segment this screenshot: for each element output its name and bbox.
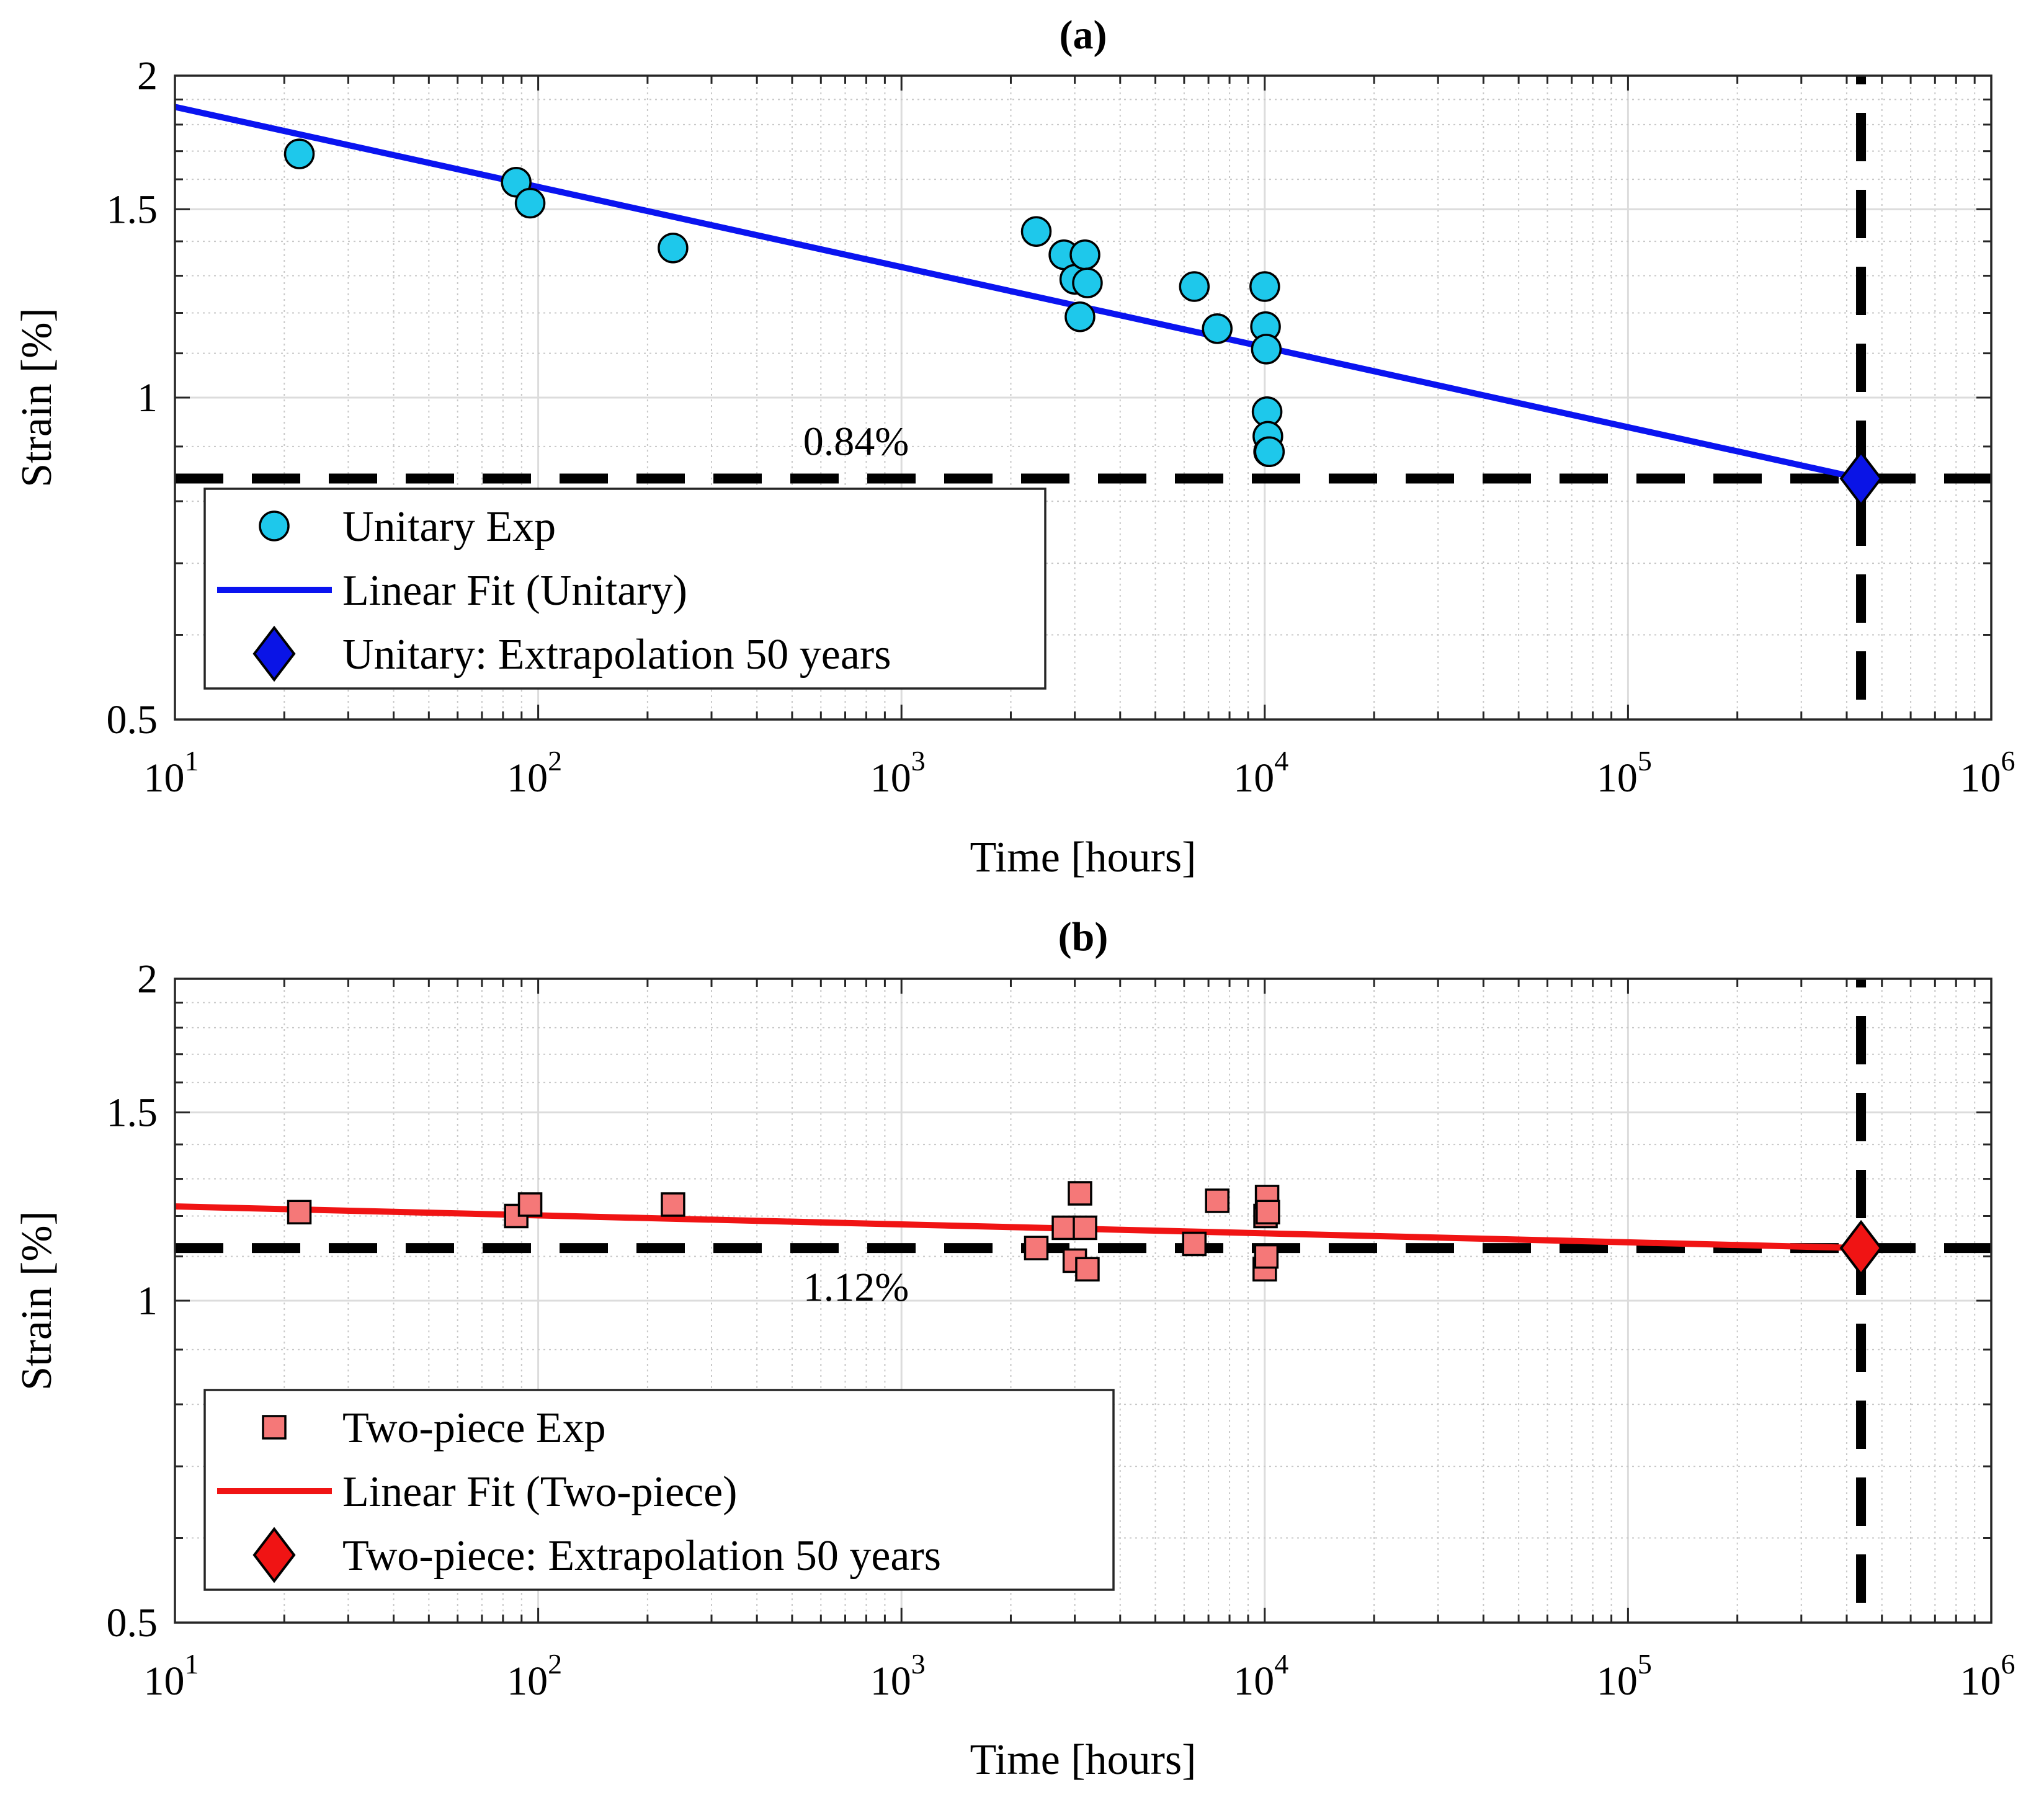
data-point <box>517 1192 543 1217</box>
y-axis-label: Strain [%] <box>13 308 61 488</box>
value-annotation: 1.12% <box>803 1265 909 1310</box>
y-tick-label: 0.5 <box>107 697 158 742</box>
data-point <box>1020 216 1052 247</box>
data-layer <box>175 76 1991 720</box>
legend-diamond-symbol <box>252 625 296 682</box>
data-point <box>1064 301 1096 332</box>
data-point <box>658 233 689 264</box>
legend-label: Linear Fit (Unitary) <box>342 567 687 615</box>
x-tick-label: 105 <box>1597 1648 1652 1704</box>
data-point <box>1254 436 1285 468</box>
legend-circle-symbol <box>259 510 290 541</box>
legend: Two-piece Exp Linear Fit (Two-piece) Two-p… <box>203 1389 1115 1591</box>
legend-label: Linear Fit (Two-piece) <box>342 1468 738 1516</box>
x-axis-label: Time [hours] <box>970 834 1197 881</box>
extrapolation-marker <box>1839 450 1883 507</box>
chart-title: (a) <box>1060 12 1107 58</box>
data-point <box>1072 267 1103 298</box>
y-tick-label: 0.5 <box>107 1600 158 1646</box>
fit-line <box>175 104 1862 482</box>
legend-box <box>203 488 1047 690</box>
data-point <box>1073 1215 1097 1241</box>
x-tick-label: 103 <box>870 1648 926 1704</box>
data-point <box>1024 1236 1049 1260</box>
data-point <box>661 1192 685 1217</box>
grid <box>175 76 1991 720</box>
fit-line <box>175 1203 1862 1252</box>
legend-label: Unitary Exp <box>342 503 556 551</box>
legend-label: Two-piece Exp <box>342 1404 606 1452</box>
data-point <box>1075 1257 1100 1282</box>
axes-frame <box>174 978 1993 1624</box>
data-point <box>514 187 546 219</box>
data-point <box>1202 313 1233 344</box>
data-point <box>1069 239 1100 270</box>
x-tick-label: 104 <box>1233 1648 1288 1704</box>
value-annotation: 0.84% <box>803 419 909 465</box>
data-layer <box>175 979 1991 1623</box>
x-tick-label: 102 <box>507 745 562 801</box>
legend-label: Unitary: Extrapolation 50 years <box>342 631 891 679</box>
data-point <box>1179 271 1210 302</box>
y-tick-label: 1 <box>137 375 158 421</box>
data-point <box>1182 1231 1207 1257</box>
data-point <box>1205 1188 1230 1213</box>
chart-panel-b: 1.12% (b) 101 102 103 104 105 106 0.5 1 1.5 2 Time [… <box>13 914 2015 1784</box>
legend-box <box>203 1389 1115 1591</box>
x-tick-label: 103 <box>870 745 926 801</box>
x-tick-label: 105 <box>1597 745 1652 801</box>
x-axis-label: Time [hours] <box>970 1736 1197 1784</box>
x-tick-label: 101 <box>144 745 199 801</box>
legend-diamond-symbol <box>252 1526 296 1584</box>
x-tick-label: 104 <box>1233 745 1288 801</box>
grid <box>175 979 1991 1623</box>
extrapolation-marker <box>1839 1219 1883 1276</box>
x-tick-label: 102 <box>507 1648 562 1704</box>
data-point <box>1249 271 1280 302</box>
y-tick-label: 1.5 <box>107 187 158 232</box>
y-tick-label: 2 <box>137 53 158 99</box>
y-tick-label: 1.5 <box>107 1090 158 1135</box>
legend-label: Two-piece: Extrapolation 50 years <box>342 1532 941 1580</box>
data-point <box>1068 1181 1092 1206</box>
tick-marks <box>174 978 1993 1624</box>
data-point <box>1251 334 1282 365</box>
legend: Unitary Exp Linear Fit (Unitary) Unitary: … <box>203 488 1047 690</box>
data-point <box>1254 1244 1279 1269</box>
legend-square-symbol <box>262 1415 287 1440</box>
data-point <box>283 138 315 169</box>
y-axis-label: Strain [%] <box>13 1211 61 1391</box>
y-tick-label: 1 <box>137 1278 158 1324</box>
x-tick-label: 106 <box>1960 745 2015 801</box>
axes-frame <box>174 74 1993 721</box>
data-point <box>1256 1200 1280 1225</box>
chart-title: (b) <box>1058 914 1109 960</box>
data-point <box>1051 1215 1076 1241</box>
x-tick-label: 106 <box>1960 1648 2015 1704</box>
data-point <box>287 1200 312 1225</box>
y-tick-label: 2 <box>137 956 158 1002</box>
chart-panel-a: 0.84% (a) 101 102 103 104 105 106 0.5 1 1.5 2 Time [… <box>13 12 2015 881</box>
x-tick-label: 101 <box>144 1648 199 1704</box>
